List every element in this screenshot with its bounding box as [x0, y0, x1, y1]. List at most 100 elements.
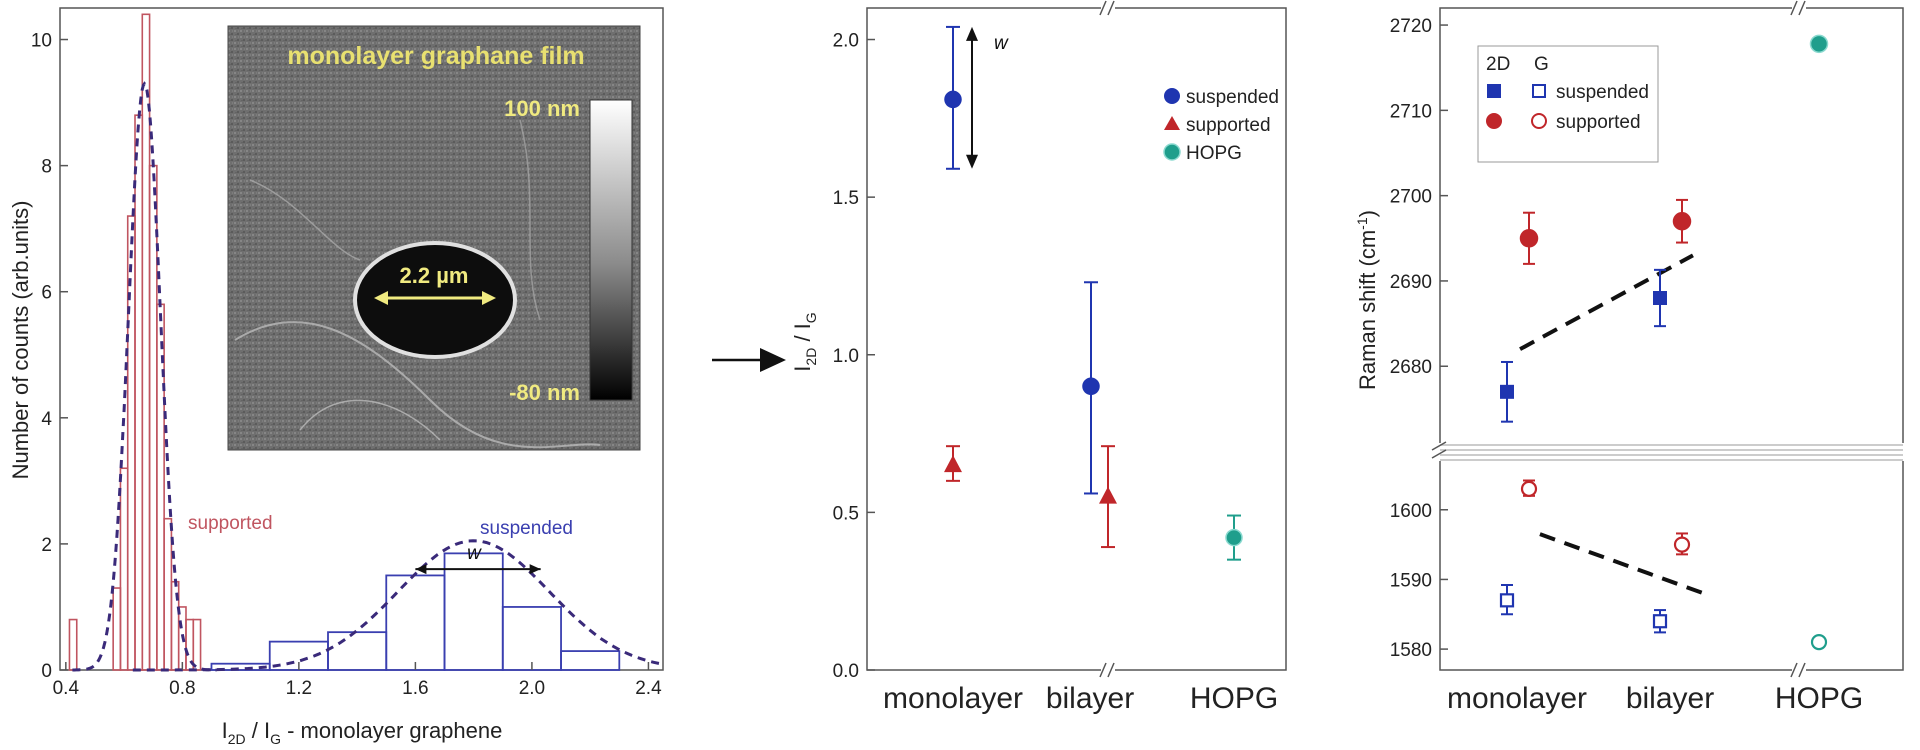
legend-marker-2d-supported — [1486, 113, 1502, 129]
trend-line-lower — [1539, 532, 1705, 596]
data-point-2d-supported — [1519, 229, 1539, 248]
histogram-x-label: I2D / IG - monolayer graphene — [222, 718, 503, 747]
afm-inset: 2.2 µm monolayer graphane film 100 nm -8… — [227, 25, 641, 451]
fwhm-label: w — [467, 543, 482, 564]
raman-legend: 2D G suspended supported — [1477, 45, 1659, 163]
legend-header-g: G — [1534, 54, 1549, 75]
category-label: bilayer — [1046, 682, 1134, 715]
x-tick-label: 2.4 — [635, 678, 662, 699]
histogram-bar-supported — [141, 13, 151, 671]
y-tick-label: 2700 — [1390, 187, 1432, 208]
ratio-y-label: I2D / IG — [790, 312, 819, 371]
raman-frame — [1439, 7, 1904, 671]
supported-label: supported — [188, 513, 273, 534]
data-point-g-supported — [1520, 480, 1538, 497]
raman-points — [1499, 34, 1829, 651]
histogram-bar-supported — [148, 164, 158, 671]
afm-image — [227, 25, 641, 451]
histogram-panel: 2.2 µm monolayer graphane film 100 nm -8… — [8, 7, 664, 747]
x-tick-label: 0.4 — [53, 678, 80, 699]
histogram-bar-supported — [192, 618, 202, 671]
hole-diameter-label: 2.2 µm — [400, 263, 469, 288]
legend-label-supported: supported — [1186, 115, 1271, 136]
y-tick-label: 0.0 — [833, 661, 859, 682]
width-arrow-head — [966, 154, 978, 169]
ratio-legend: suspended supported HOPG — [1163, 87, 1279, 164]
legend-label-suspended: suspended — [1186, 87, 1279, 108]
legend-marker-g-supported — [1531, 113, 1547, 129]
data-point-suspended — [1082, 377, 1100, 396]
x-tick-label: 0.8 — [169, 678, 195, 699]
data-point-2d-supported — [1672, 211, 1692, 231]
legend-marker-hopg — [1163, 143, 1181, 161]
category-label: monolayer — [1447, 682, 1587, 715]
data-point-g-supported — [1673, 536, 1691, 553]
data-point-2d-hopg — [1809, 34, 1829, 54]
x-tick-label: 2.0 — [519, 678, 545, 699]
ratio-width-arrow: w — [966, 26, 1009, 169]
histogram-bar-supported — [163, 517, 173, 671]
inset-title: monolayer graphane film — [287, 42, 584, 70]
width-arrow-head — [966, 26, 978, 41]
fwhm-arrow: w — [415, 543, 541, 575]
y-tick-label: 8 — [41, 157, 52, 178]
raman-y-label: Raman shift (cm-1) — [1354, 210, 1380, 390]
legend-header-2d: 2D — [1486, 54, 1510, 75]
y-tick-label: 1600 — [1390, 501, 1432, 522]
histogram-bar-supported — [112, 587, 122, 671]
raman-break-marks — [1431, 0, 1806, 678]
category-label: bilayer — [1626, 682, 1714, 715]
scale-top-label: 100 nm — [504, 96, 580, 121]
ratio-points — [944, 25, 1243, 561]
y-tick-label: 10 — [31, 31, 52, 52]
width-label: w — [994, 33, 1009, 54]
x-tick-label: 1.2 — [286, 678, 312, 699]
raman-panel: 2680 2690 2700 2710 2720 1580 1590 1600 monolaye… — [1354, 0, 1905, 715]
legend-marker-2d-suspended — [1487, 84, 1501, 98]
pointer-arrow — [712, 348, 786, 372]
afm-hole — [353, 241, 517, 359]
histogram-bar-supported — [119, 467, 129, 671]
y-tick-label: 2 — [41, 535, 52, 556]
gaussian-fit-suspended — [132, 539, 664, 672]
hole-arrow-head — [374, 291, 388, 305]
y-tick-label: 2.0 — [833, 31, 859, 52]
afm-wrinkle — [249, 179, 361, 261]
histogram-bar-suspended — [501, 606, 562, 671]
afm-wrinkle — [234, 321, 601, 449]
data-point-g-hopg — [1810, 634, 1828, 651]
fwhm-arrow-head — [529, 564, 541, 575]
afm-wrinkle — [519, 119, 541, 321]
x-tick-label: 1.6 — [402, 678, 428, 699]
axis-break-marks — [1099, 0, 1115, 678]
data-point-g-suspended — [1499, 593, 1515, 608]
histogram-fits — [72, 81, 664, 672]
data-point-g-suspended — [1652, 614, 1668, 629]
scale-bottom-label: -80 nm — [509, 380, 580, 405]
fwhm-arrow-head — [415, 564, 427, 575]
ratio-panel: 0.0 0.5 1.0 1.5 2.0 monolayer bilayer HOPG w su… — [790, 0, 1287, 715]
y-tick-label: 2690 — [1390, 272, 1432, 293]
y-tick-label: 1.0 — [833, 346, 859, 367]
y-tick-label: 1.5 — [833, 188, 859, 209]
category-label: HOPG — [1190, 682, 1278, 715]
data-point-suspended — [944, 90, 962, 109]
histogram-bar-supported — [68, 618, 78, 671]
afm-color-scale — [589, 99, 633, 401]
raman-trend-lines — [1519, 253, 1705, 596]
histogram-bar-suspended — [560, 650, 621, 671]
data-point-2d-suspended — [1500, 384, 1514, 399]
legend-label-suspended: suspended — [1556, 82, 1649, 103]
ratio-ticks: 0.0 0.5 1.0 1.5 2.0 monolayer bilayer HOPG — [833, 31, 1279, 715]
legend-marker-g-suspended — [1532, 84, 1546, 98]
data-point-2d-suspended — [1653, 291, 1667, 305]
raman-ticks: 2680 2690 2700 2710 2720 1580 1590 1600 monolaye… — [1390, 16, 1863, 715]
legend-marker-supported — [1164, 116, 1180, 130]
category-label: HOPG — [1775, 682, 1863, 715]
y-tick-label: 0 — [41, 661, 52, 682]
y-tick-label: 6 — [41, 283, 52, 304]
histogram-bar-supported — [134, 114, 144, 671]
trend-line-upper — [1519, 253, 1694, 351]
y-tick-label: 1580 — [1390, 640, 1432, 661]
